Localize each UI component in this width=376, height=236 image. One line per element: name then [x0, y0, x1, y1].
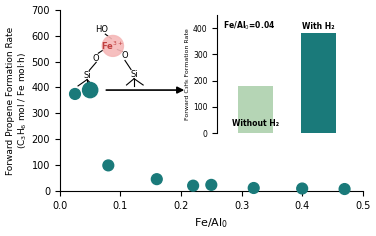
Ellipse shape [102, 35, 123, 56]
Point [87, 88, 93, 92]
Text: HO: HO [95, 25, 108, 34]
Y-axis label: Forward Propene Formation Rate
(C$_3$H$_6$ mol / Fe mol·h): Forward Propene Formation Rate (C$_3$H$_… [6, 26, 29, 175]
Point [105, 164, 111, 167]
Point [341, 187, 347, 191]
Text: O: O [122, 51, 128, 60]
Point [154, 177, 160, 181]
Point [208, 183, 214, 187]
X-axis label: Fe/Al$_0$: Fe/Al$_0$ [194, 217, 228, 230]
Point [72, 92, 78, 96]
Text: Si: Si [130, 70, 138, 79]
Text: Fe$^{3+}$: Fe$^{3+}$ [102, 40, 124, 52]
Point [190, 184, 196, 188]
Point [251, 186, 257, 190]
Text: Si: Si [83, 71, 91, 80]
Text: O: O [93, 54, 100, 63]
Point [299, 187, 305, 190]
